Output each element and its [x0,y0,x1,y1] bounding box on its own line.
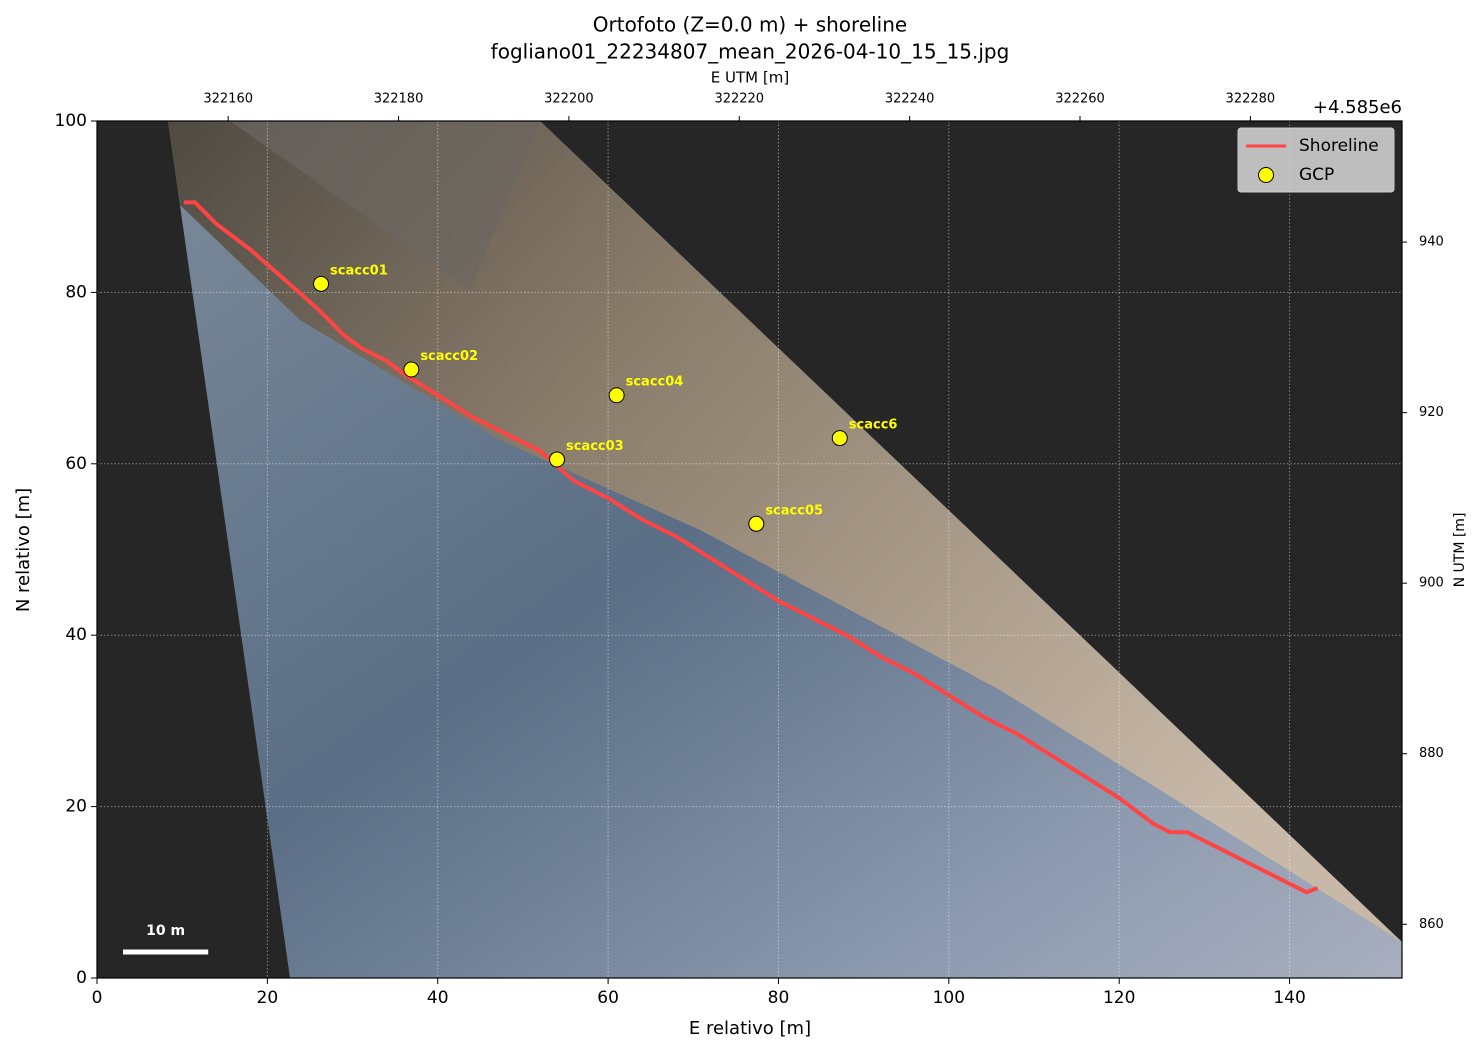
gcp-label: scacc05 [765,503,823,518]
y2-tick-label: 860 [1419,917,1444,932]
orthophoto-land [168,121,1402,942]
x-tick-label: 0 [92,988,103,1008]
y-axis-label: N relativo [m] [13,488,34,612]
gcp-point [313,275,330,292]
legend-swatch [1258,167,1274,183]
x-tick-label: 80 [768,988,790,1008]
x-tick-label: 20 [257,988,279,1008]
y-tick-label: 60 [65,454,87,474]
gcp-point [608,387,625,404]
x2-tick-label: 322160 [203,92,253,107]
x-tick-label: 60 [597,988,619,1008]
x-tick-label: 140 [1273,988,1305,1008]
orthophoto-building [230,121,540,290]
y-tick-label: 0 [76,968,87,988]
x-tick-label: 100 [933,988,965,1008]
legend-box [1237,127,1395,193]
gcp-label: scacc03 [566,439,624,454]
x-axis-label: E relativo [m] [689,1018,811,1039]
y2-axis-label: N UTM [m] [1452,513,1468,588]
plot-frame [96,120,1403,979]
y-tick-label: 100 [55,111,87,131]
y2-tick-label: 920 [1419,405,1444,420]
gcp-point [748,515,765,532]
shoreline [183,200,1319,895]
gcp-point [831,430,848,447]
x2-axis-label: E UTM [m] [711,69,789,87]
y-tick-label: 80 [65,282,87,302]
x2-tick-label: 322260 [1055,92,1105,107]
y-tick-label: 40 [65,625,87,645]
legend-label: GCP [1299,165,1334,185]
x2-tick-label: 322180 [374,92,424,107]
y2-offset-label: +4.585e6 [1313,97,1402,118]
chart-subtitle: fogliano01_22234807_mean_2026-04-10_15_1… [491,40,1010,64]
gcp-label: scacc04 [626,375,684,390]
gcp-point [403,361,420,378]
x-tick-label: 40 [427,988,449,1008]
x2-tick-label: 322240 [885,92,935,107]
gcp-label: scacc6 [849,418,898,433]
chart-title: Ortofoto (Z=0.0 m) + shoreline [593,13,907,37]
y-tick-label: 20 [65,797,87,817]
x2-tick-label: 322220 [714,92,764,107]
y2-tick-label: 900 [1419,576,1444,591]
x2-tick-label: 322280 [1226,92,1276,107]
legend-label: Shoreline [1299,136,1379,156]
scale-bar-label: 10 m [146,923,185,939]
gcp-point [548,451,565,468]
gcp-label: scacc01 [330,263,388,278]
x-tick-label: 120 [1103,988,1135,1008]
x2-tick-label: 322200 [544,92,594,107]
gcp-label: scacc02 [420,349,478,364]
y2-tick-label: 940 [1419,235,1444,250]
y2-tick-label: 880 [1419,746,1444,761]
